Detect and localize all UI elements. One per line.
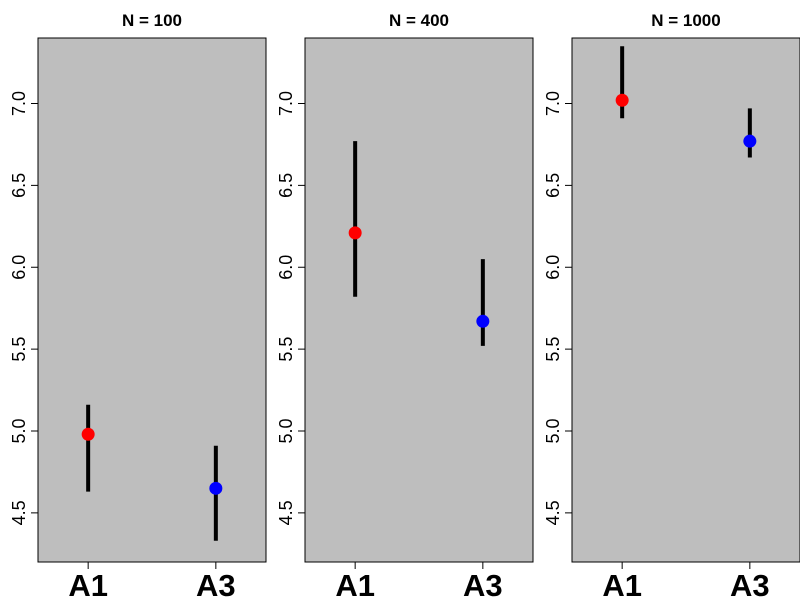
y-tick-label: 6.5 (276, 173, 296, 198)
y-tick-label: 5.5 (543, 337, 563, 362)
panel-title: N = 400 (389, 11, 449, 30)
y-tick-label: 5.0 (276, 418, 296, 443)
x-tick-label: A1 (602, 568, 642, 600)
plot-area (304, 37, 534, 563)
x-tick-label: A3 (730, 568, 770, 600)
y-tick-label: 4.5 (276, 500, 296, 525)
data-point (81, 427, 95, 441)
plot-area (571, 37, 800, 563)
y-tick-label: 5.5 (276, 337, 296, 362)
data-point (615, 93, 629, 107)
y-tick-label: 4.5 (543, 500, 563, 525)
data-point (348, 226, 362, 240)
y-tick-label: 6.0 (9, 255, 29, 280)
y-tick-label: 7.0 (9, 91, 29, 116)
panel-title: N = 100 (122, 11, 182, 30)
data-point (209, 481, 223, 495)
y-tick-label: 6.0 (543, 255, 563, 280)
y-tick-label: 7.0 (276, 91, 296, 116)
y-tick-label: 5.5 (9, 337, 29, 362)
y-tick-label: 4.5 (9, 500, 29, 525)
y-tick-label: 6.0 (276, 255, 296, 280)
data-point (476, 314, 490, 328)
x-tick-label: A1 (68, 568, 108, 600)
data-point (743, 134, 757, 148)
y-tick-label: 6.5 (543, 173, 563, 198)
y-tick-label: 7.0 (543, 91, 563, 116)
panel-title: N = 1000 (651, 11, 720, 30)
plot-area (37, 37, 267, 563)
x-tick-label: A3 (196, 568, 236, 600)
y-tick-label: 5.0 (9, 418, 29, 443)
y-tick-label: 5.0 (543, 418, 563, 443)
x-tick-label: A1 (335, 568, 375, 600)
y-tick-label: 6.5 (9, 173, 29, 198)
x-tick-label: A3 (463, 568, 503, 600)
